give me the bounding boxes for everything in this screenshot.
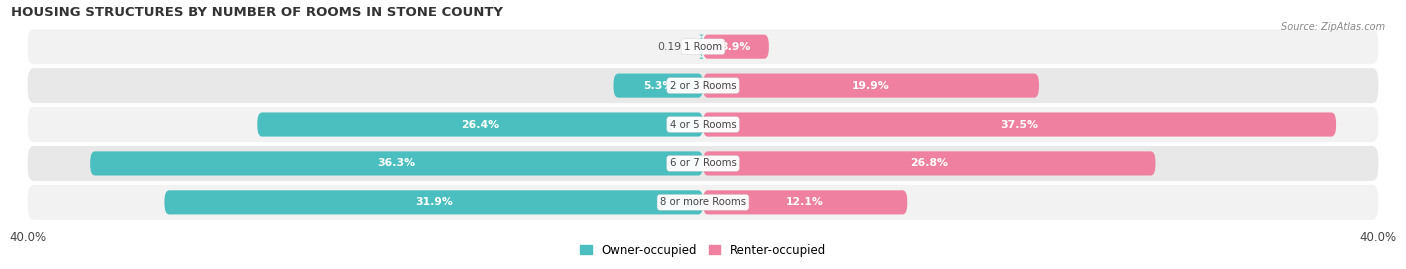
Text: 31.9%: 31.9% (415, 197, 453, 207)
FancyBboxPatch shape (28, 68, 1378, 103)
Text: 2 or 3 Rooms: 2 or 3 Rooms (669, 81, 737, 91)
FancyBboxPatch shape (28, 107, 1378, 142)
FancyBboxPatch shape (28, 146, 1378, 181)
FancyBboxPatch shape (165, 190, 703, 214)
Text: HOUSING STRUCTURES BY NUMBER OF ROOMS IN STONE COUNTY: HOUSING STRUCTURES BY NUMBER OF ROOMS IN… (11, 6, 503, 19)
Text: 37.5%: 37.5% (1001, 119, 1039, 130)
Text: 36.3%: 36.3% (378, 158, 416, 168)
Legend: Owner-occupied, Renter-occupied: Owner-occupied, Renter-occupied (575, 239, 831, 261)
FancyBboxPatch shape (699, 35, 704, 59)
Text: 3.9%: 3.9% (721, 42, 751, 52)
FancyBboxPatch shape (703, 73, 1039, 98)
Text: 26.8%: 26.8% (910, 158, 948, 168)
FancyBboxPatch shape (703, 151, 1156, 175)
FancyBboxPatch shape (703, 35, 769, 59)
FancyBboxPatch shape (28, 185, 1378, 220)
FancyBboxPatch shape (257, 112, 703, 137)
FancyBboxPatch shape (703, 190, 907, 214)
Text: 5.3%: 5.3% (643, 81, 673, 91)
FancyBboxPatch shape (613, 73, 703, 98)
Text: 26.4%: 26.4% (461, 119, 499, 130)
FancyBboxPatch shape (703, 112, 1336, 137)
Text: Source: ZipAtlas.com: Source: ZipAtlas.com (1281, 22, 1385, 31)
FancyBboxPatch shape (28, 29, 1378, 64)
Text: 19.9%: 19.9% (852, 81, 890, 91)
Text: 8 or more Rooms: 8 or more Rooms (659, 197, 747, 207)
FancyBboxPatch shape (90, 151, 703, 175)
Text: 6 or 7 Rooms: 6 or 7 Rooms (669, 158, 737, 168)
Text: 12.1%: 12.1% (786, 197, 824, 207)
Text: 4 or 5 Rooms: 4 or 5 Rooms (669, 119, 737, 130)
Text: 0.19%: 0.19% (657, 42, 692, 52)
Text: 1 Room: 1 Room (683, 42, 723, 52)
